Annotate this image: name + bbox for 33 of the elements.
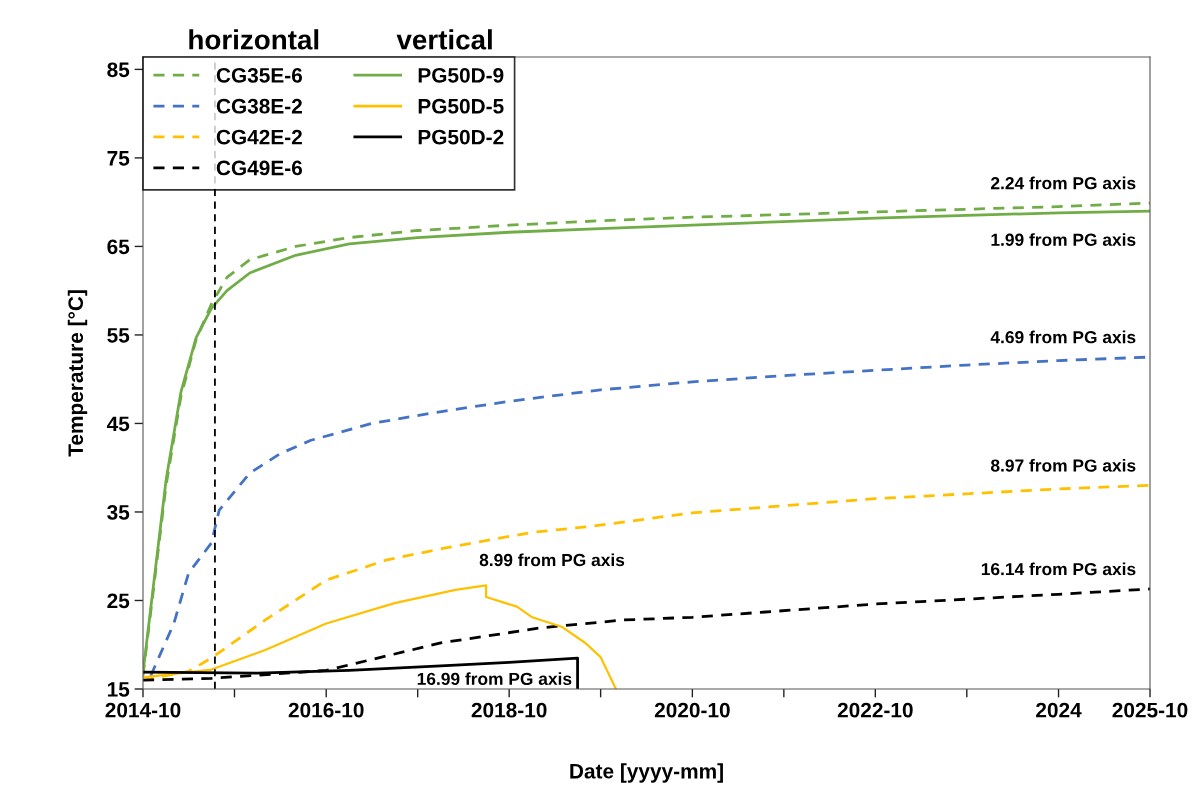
legend-label: PG50D-9 [418,67,504,83]
y-tick-label: 35 [107,504,130,520]
text: horizontal [189,29,319,50]
y-tick-label: 65 [107,239,130,255]
legend-label: PG50D-5 [418,98,504,114]
legend-label: CG42E-2 [216,129,302,145]
x-tick-label: 2014-10 [105,702,181,718]
legend-label: PG50D-2 [418,129,504,145]
x-tick-label: 2024 [1036,702,1082,718]
y-tick-label: 25 [107,593,130,609]
annotation: 4.69 from PG axis [990,330,1136,344]
x-tick-label: 2018-10 [471,702,547,718]
x-tick-label: 2016-10 [288,702,364,718]
x-tick-label: 2025-10 [1112,702,1188,718]
legend-label: CG38E-2 [216,98,302,114]
y-tick-label: 75 [107,151,130,166]
legend-label: CG49E-6 [216,160,303,176]
annotation: 8.97 from PG axis [990,458,1136,472]
x-tick-label: 2020-10 [654,702,730,718]
y-axis-title: Temperature [°C] [67,290,88,457]
y-tick-label: 55 [107,328,130,343]
y-tick-label: 45 [106,416,130,432]
text: vertical [396,29,492,50]
x-axis-title: Date [yyyy-mm] [570,763,723,783]
annotation: 2.24 from PG axis [991,176,1136,190]
legend-label: CG35E-6 [216,67,303,83]
annotation: 16.99 from PG axis [417,672,572,685]
y-tick-label: 15 [107,682,130,697]
annotation: 8.99 from PG axis [479,553,625,567]
y-tick-label: 85 [107,62,130,78]
annotation: 16.14 from PG axis [981,562,1136,576]
x-tick-label: 2022-10 [837,702,913,718]
annotation: 1.99 from PG axis [991,233,1136,246]
